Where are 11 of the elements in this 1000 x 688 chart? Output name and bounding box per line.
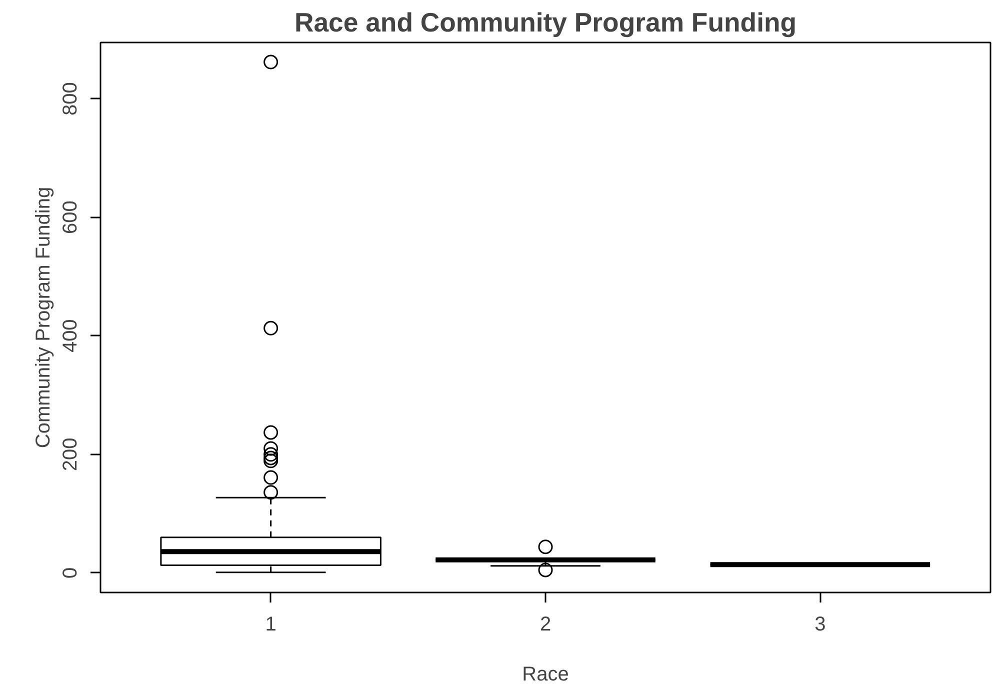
y-tick-label: 400 [60, 319, 82, 353]
y-tick-label: 200 [60, 438, 82, 472]
x-tick-label: 2 [540, 614, 552, 636]
x-tick-label: 1 [265, 614, 276, 636]
chart-title: Race and Community Program Funding [294, 8, 797, 38]
y-tick-label: 800 [60, 82, 82, 116]
y-tick-label: 0 [60, 567, 82, 579]
y-axis-title: Community Program Funding [32, 186, 54, 448]
y-tick-label: 600 [60, 200, 82, 234]
x-tick-label: 3 [814, 614, 826, 636]
x-axis-title: Race [522, 664, 569, 686]
